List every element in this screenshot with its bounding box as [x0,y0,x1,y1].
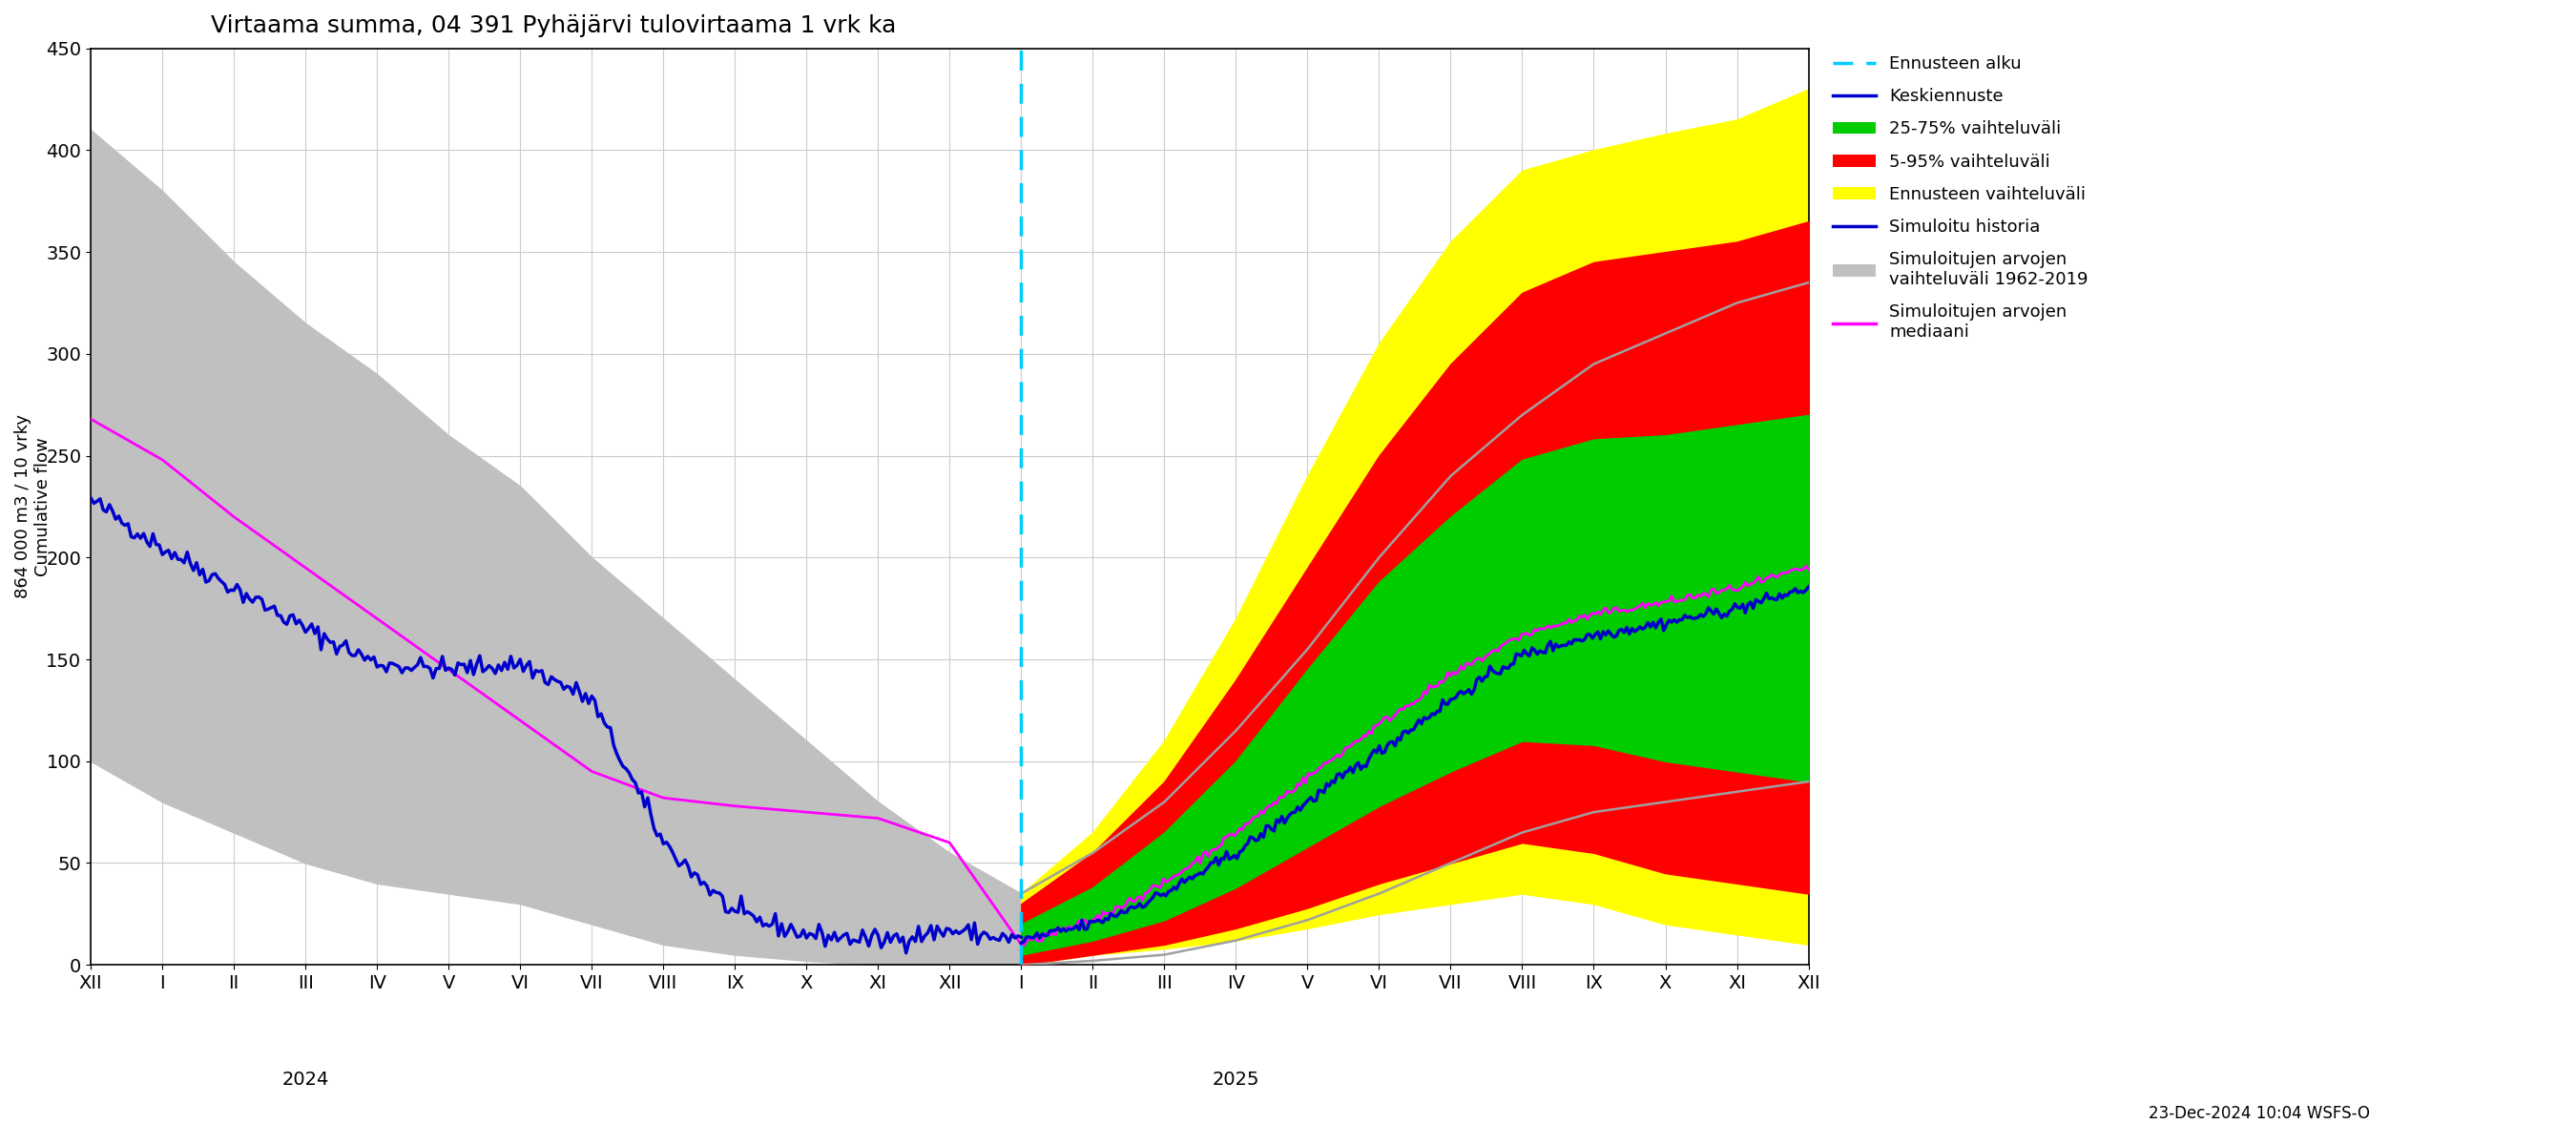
Text: 2024: 2024 [281,1071,330,1089]
Legend: Ennusteen alku, Keskiennuste, 25-75% vaihteluväli, 5-95% vaihteluväli, Ennusteen: Ennusteen alku, Keskiennuste, 25-75% vai… [1826,48,2094,348]
Text: 23-Dec-2024 10:04 WSFS-O: 23-Dec-2024 10:04 WSFS-O [2148,1105,2370,1122]
Text: Virtaama summa, 04 391 Pyhäjärvi tulovirtaama 1 vrk ka: Virtaama summa, 04 391 Pyhäjärvi tulovir… [211,14,896,37]
Text: 2025: 2025 [1213,1071,1260,1089]
Y-axis label: 864 000 m3 / 10 vrky
Cumulative flow: 864 000 m3 / 10 vrky Cumulative flow [15,414,52,599]
